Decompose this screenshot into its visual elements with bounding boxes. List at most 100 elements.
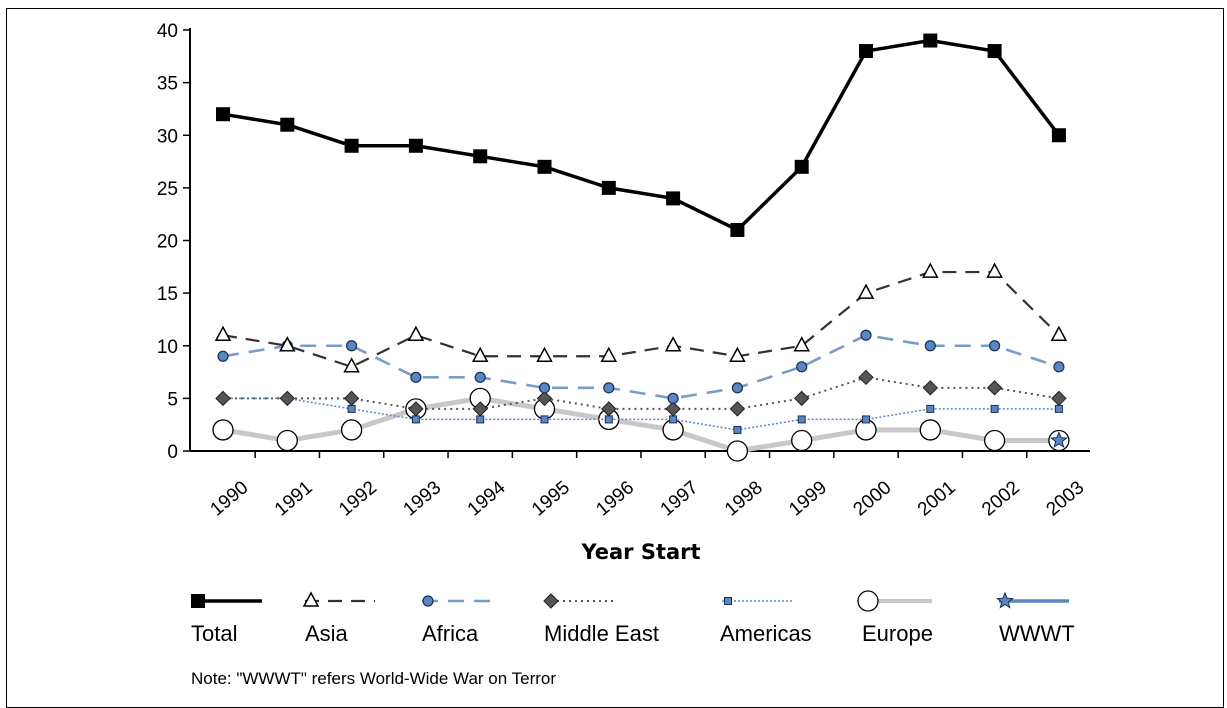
data-point	[857, 283, 875, 299]
series-line	[223, 397, 1059, 431]
data-point	[726, 440, 749, 462]
legend: Total Asia Africa Middle East Americas Europe…	[191, 590, 1075, 646]
legend-item-africa: Africa	[422, 595, 492, 646]
x-tick-label: 1990	[207, 477, 253, 520]
series-line	[223, 376, 1060, 410]
legend-marker	[857, 590, 879, 612]
data-point	[537, 159, 552, 174]
data-point	[926, 404, 935, 413]
legend-item-total: Total	[191, 594, 262, 646]
series-asia	[214, 262, 1068, 373]
series-americas	[219, 394, 1063, 434]
data-point	[217, 350, 229, 362]
series-middle-east	[215, 369, 1067, 417]
data-point	[986, 380, 1003, 396]
series-total	[216, 33, 1066, 237]
data-point	[604, 415, 613, 424]
data-point	[924, 340, 936, 352]
x-tick-label: 1994	[464, 477, 510, 521]
data-point	[796, 361, 808, 373]
x-axis: 1990 1991 1992 1993 1994 1995 1996 1997 1998 1999…	[190, 450, 1090, 521]
y-axis: 0 5 10 15 20 25 30 35 40	[157, 21, 191, 463]
data-point	[665, 401, 681, 417]
data-point	[986, 262, 1003, 278]
data-point	[600, 346, 618, 363]
legend-label: Americas	[720, 621, 812, 646]
data-point	[983, 429, 1006, 452]
data-point	[340, 419, 363, 441]
legend-marker	[543, 593, 559, 609]
y-tick-label: 20	[157, 232, 178, 253]
legend-label: Africa	[422, 621, 479, 646]
data-point	[858, 369, 874, 386]
data-point	[215, 390, 231, 407]
x-tick-label: 1996	[592, 477, 638, 520]
data-point	[793, 336, 810, 352]
x-tick-label: 1995	[528, 477, 574, 520]
data-point	[666, 191, 681, 206]
data-point	[407, 325, 425, 341]
x-tick-label: 1991	[271, 477, 317, 520]
legend-marker	[996, 591, 1014, 609]
data-point	[216, 107, 230, 122]
x-tick-label: 1998	[721, 477, 767, 520]
legend-item-middle-east: Middle East	[543, 593, 659, 646]
data-point	[471, 346, 489, 363]
data-point	[919, 419, 941, 441]
data-point	[988, 340, 1001, 352]
data-point	[669, 415, 678, 424]
data-point	[862, 415, 870, 424]
legend-item-asia: Asia	[302, 591, 375, 646]
data-point	[212, 419, 234, 441]
legend-marker	[724, 597, 732, 605]
data-point	[536, 390, 553, 407]
data-point	[472, 401, 488, 417]
legend-marker	[191, 594, 205, 608]
legend-marker	[422, 595, 434, 607]
legend-label: Total	[191, 621, 237, 646]
series-europe	[212, 387, 1070, 462]
data-point	[476, 415, 485, 424]
x-tick-label: 1997	[657, 477, 703, 520]
y-tick-label: 5	[167, 389, 178, 410]
legend-item-wwwt: WWWT	[996, 591, 1075, 646]
data-point	[603, 382, 615, 394]
data-point	[990, 404, 999, 413]
data-point	[923, 33, 938, 48]
data-point	[279, 390, 296, 407]
series-layer	[212, 33, 1070, 462]
data-point	[540, 415, 549, 424]
data-point	[538, 382, 551, 394]
data-point	[664, 336, 682, 352]
data-point	[601, 180, 616, 195]
series-line	[222, 270, 1060, 368]
data-point	[733, 425, 742, 434]
data-point	[987, 44, 1002, 59]
x-tick-label: 1993	[399, 477, 445, 520]
series-line	[222, 333, 1060, 400]
x-tick-label: 1992	[335, 477, 381, 520]
x-tick-label: 2001	[914, 477, 960, 520]
x-tick-label: 1999	[785, 477, 831, 520]
data-point	[793, 390, 810, 407]
data-point	[1051, 128, 1066, 143]
data-point	[730, 222, 745, 237]
data-point	[536, 346, 553, 363]
series-line	[222, 395, 1059, 454]
x-tick-label: 2002	[978, 477, 1024, 520]
legend-item-europe: Europe	[857, 590, 933, 646]
legend-label: Europe	[862, 621, 933, 646]
data-point	[473, 149, 488, 164]
data-point	[276, 429, 298, 452]
data-point	[791, 429, 813, 452]
series-wwwt	[1050, 431, 1068, 448]
x-tick-label: 2000	[850, 477, 896, 520]
data-point	[1054, 404, 1063, 413]
x-axis-title: Year Start	[580, 540, 700, 564]
data-point	[408, 138, 423, 153]
data-point	[922, 262, 939, 278]
y-tick-label: 15	[157, 284, 178, 305]
data-point	[343, 390, 360, 407]
data-point	[729, 401, 746, 417]
